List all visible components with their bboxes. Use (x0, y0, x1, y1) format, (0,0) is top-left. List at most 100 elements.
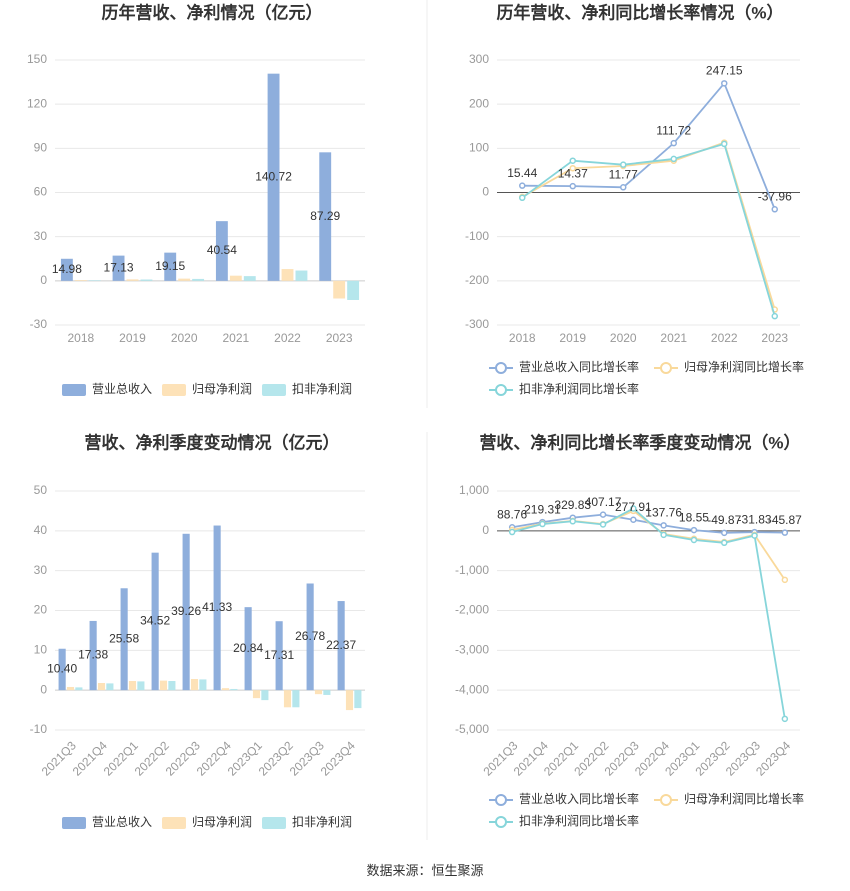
bar (60, 258, 73, 281)
data-label: 140.72 (255, 169, 292, 183)
legend-label: 归母净利润 (192, 382, 252, 396)
bar (140, 279, 153, 281)
point (599, 511, 607, 518)
point (630, 505, 637, 512)
x-tick-label: 2023Q4 (753, 738, 793, 778)
bar (97, 682, 106, 691)
point (751, 532, 758, 539)
x-tick-label: 2020 (610, 331, 637, 345)
bar (137, 681, 145, 691)
y-tick-label: -1,000 (455, 563, 489, 577)
data-label: 277.91 (615, 500, 652, 514)
data-label: 40.54 (207, 243, 237, 257)
legend-swatch (162, 384, 186, 396)
point (620, 184, 627, 191)
y-tick-label: 0 (40, 682, 47, 696)
bar (292, 690, 300, 708)
y-tick-label: 30 (34, 229, 48, 243)
data-label: 18.55 (679, 510, 709, 524)
data-label: 10.40 (47, 662, 77, 676)
x-tick-label: 2022 (711, 331, 738, 345)
point (781, 576, 789, 584)
data-label: 22.37 (326, 638, 356, 652)
point (781, 715, 789, 723)
y-tick-label: 0 (482, 523, 489, 537)
y-tick-label: 30 (34, 563, 48, 577)
bar (252, 690, 261, 699)
bar (347, 280, 360, 300)
bar (243, 276, 256, 281)
line (521, 142, 776, 317)
bar (106, 683, 114, 691)
x-tick-label: 2023 (761, 331, 788, 345)
point (569, 518, 576, 525)
bar (281, 269, 294, 281)
bar (295, 270, 308, 281)
point (660, 522, 667, 529)
data-label: 17.38 (78, 648, 108, 662)
data-label: 137.76 (645, 506, 682, 520)
point (721, 80, 728, 87)
bar (168, 681, 176, 691)
bar (58, 648, 66, 691)
y-tick-label: -2,000 (455, 603, 489, 617)
legend-swatch (660, 362, 672, 374)
legend-swatch (62, 817, 86, 829)
legend-label: 归母净利润同比增长率 (684, 791, 804, 806)
bar (75, 687, 83, 691)
x-tick-label: 2020 (171, 331, 198, 345)
data-label: -49.87 (707, 513, 741, 527)
x-tick-label: 2018 (509, 331, 536, 345)
chart-title: 营收、净利同比增长率季度变动情况（%） (479, 432, 800, 452)
bar (199, 679, 207, 691)
point (721, 529, 728, 537)
y-tick-label: 90 (34, 141, 48, 155)
bar (319, 152, 332, 281)
y-tick-label: -200 (465, 273, 489, 287)
y-tick-label: 120 (27, 96, 47, 110)
point (599, 521, 607, 528)
chart-title: 营收、净利季度变动情况（亿元） (85, 432, 340, 452)
bar (112, 255, 125, 281)
legend-label: 营业总收入同比增长率 (519, 359, 639, 374)
line (511, 507, 786, 719)
y-tick-label: 10 (34, 643, 48, 657)
bar (337, 601, 345, 691)
bar (74, 280, 87, 281)
bar (314, 690, 323, 695)
legend-label: 扣非净利润 (292, 382, 352, 396)
data-label: 111.72 (656, 123, 691, 137)
data-label: 329.83 (554, 498, 591, 512)
data-label: -31.83 (738, 512, 772, 526)
legend-label: 营业总收入 (92, 815, 152, 829)
data-label: 39.26 (171, 604, 201, 618)
point (721, 539, 728, 547)
y-tick-label: -4,000 (455, 682, 489, 696)
point (721, 140, 728, 148)
bar (229, 275, 242, 281)
data-label: 25.58 (109, 631, 139, 645)
y-tick-label: 100 (469, 141, 489, 155)
y-tick-label: -10 (30, 722, 48, 736)
bar (151, 552, 159, 691)
legend-swatch (62, 384, 86, 396)
x-tick-label: 2019 (119, 331, 146, 345)
bar (354, 690, 362, 709)
data-label: 17.31 (264, 648, 294, 662)
point (620, 161, 627, 168)
y-tick-label: 50 (34, 483, 48, 497)
y-tick-label: 20 (34, 603, 48, 617)
legend-label: 归母净利润 (192, 815, 252, 829)
point (630, 516, 637, 524)
data-label: 88.76 (497, 507, 527, 521)
point (670, 139, 677, 147)
bar (159, 680, 168, 691)
bar (126, 279, 139, 281)
point (660, 531, 667, 539)
legend-swatch (660, 794, 672, 806)
data-label: 26.78 (295, 629, 325, 643)
point (569, 157, 576, 164)
legend-swatch (495, 362, 507, 374)
point (519, 182, 526, 189)
point (569, 164, 576, 172)
